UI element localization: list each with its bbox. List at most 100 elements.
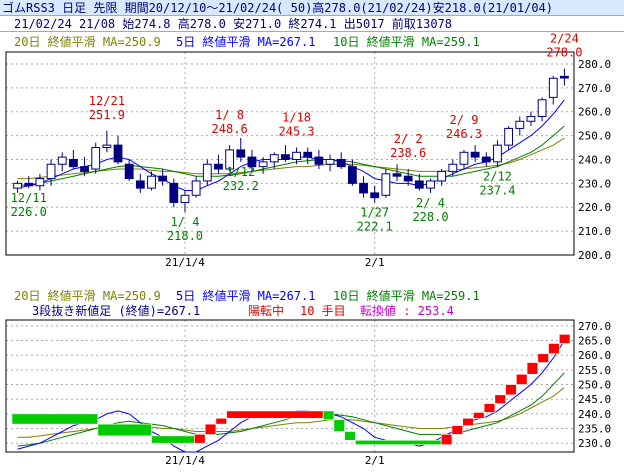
ma5-line bbox=[17, 99, 565, 191]
tlb-brick bbox=[537, 353, 549, 363]
tlb-reversal: 転換値 : 253.4 bbox=[360, 303, 454, 318]
top-x-axis: 21/1/4 2/1 bbox=[165, 256, 385, 269]
top-y-tick: 260.0 bbox=[578, 106, 611, 119]
candle-body bbox=[225, 149, 235, 170]
candle-body bbox=[515, 120, 525, 129]
tlb-brick bbox=[516, 373, 528, 385]
tlb-brick bbox=[226, 410, 324, 419]
top-y-tick: 270.0 bbox=[578, 82, 611, 95]
candle-body bbox=[470, 151, 480, 158]
bottom-frame bbox=[5, 319, 575, 453]
candle-body bbox=[504, 127, 514, 146]
annotation-date: 1/ 8 bbox=[215, 108, 244, 122]
annotation-date: 1/12 bbox=[226, 165, 255, 179]
tlb-brick bbox=[194, 434, 206, 444]
tlb-brick bbox=[483, 403, 496, 413]
annotation-date: 2/24 bbox=[550, 32, 579, 46]
tlb-brick bbox=[204, 423, 217, 435]
candle-body bbox=[392, 173, 402, 177]
candle-body bbox=[560, 75, 569, 79]
top-legend: 20日 終値平滑 MA=250.9 5日 終値平滑 MA=267.1 10日 終… bbox=[14, 34, 480, 49]
candle-body bbox=[403, 175, 413, 182]
candle-body bbox=[68, 158, 78, 168]
annotation-value: 246.3 bbox=[446, 127, 482, 141]
candle-body bbox=[269, 154, 279, 163]
tlb-brick bbox=[548, 343, 560, 355]
tlb-brick bbox=[558, 334, 571, 344]
candle-body bbox=[91, 147, 101, 170]
bottom-legend-ma5: 5日 終値平滑 MA=267.1 bbox=[176, 288, 315, 303]
candle-body bbox=[147, 175, 156, 189]
tlb-brick bbox=[462, 417, 474, 426]
candle-body bbox=[437, 170, 447, 182]
tlb-brick bbox=[526, 362, 539, 375]
top-frame bbox=[5, 51, 575, 256]
annotation-value: 238.6 bbox=[390, 146, 426, 160]
bottom-y-tick: 270.0 bbox=[578, 320, 611, 333]
bottom-legend: 20日 終値平滑 MA=250.9 5日 終値平滑 MA=267.1 10日 終… bbox=[14, 288, 480, 303]
annotation-date: 12/21 bbox=[89, 94, 125, 108]
annotation-value: 278.0 bbox=[546, 46, 582, 60]
tlb-title: 3段抜き新値足 (終値)=267.1 bbox=[32, 303, 200, 318]
annotation-date: 2/ 2 bbox=[394, 132, 423, 146]
bottom-y-tick: 265.0 bbox=[578, 335, 611, 348]
candle-body bbox=[135, 180, 145, 189]
header-period-line: ゴムRSS3 日足 先限 期間20/12/10～21/02/24( 50)高27… bbox=[0, 0, 624, 16]
candle-body bbox=[426, 180, 435, 189]
bottom-y-tick: 240.0 bbox=[578, 408, 611, 421]
candle-body bbox=[202, 163, 212, 182]
candle-body bbox=[336, 158, 346, 168]
top-legend-ma10: 10日 終値平滑 MA=259.1 bbox=[333, 34, 480, 49]
top-x-tick: 2/1 bbox=[365, 256, 385, 269]
candle-body bbox=[180, 194, 190, 203]
tlb-brick bbox=[11, 413, 99, 425]
annotation-date: 2/ 4 bbox=[416, 196, 445, 210]
tlb-brick bbox=[473, 412, 485, 419]
tlb-brick bbox=[451, 425, 463, 435]
tlb-brick bbox=[97, 423, 152, 437]
candle-body bbox=[258, 161, 268, 168]
bottom-legend-ma20: 20日 終値平滑 MA=250.9 bbox=[14, 288, 161, 303]
tlb-brick bbox=[215, 417, 227, 425]
candle-body bbox=[347, 166, 357, 184]
candle-body bbox=[537, 99, 547, 117]
annotation-date: 12/11 bbox=[11, 191, 47, 205]
tlb-count: 10 手目 bbox=[300, 304, 346, 318]
candle-body bbox=[381, 173, 391, 196]
candle-body bbox=[46, 163, 56, 180]
top-y-axis: 200.0 210.0 220.0 230.0 240.0 250.0 260.0 270.0… bbox=[578, 58, 611, 262]
top-x-tick: 21/1/4 bbox=[165, 256, 205, 269]
header-ohlc-line: 21/02/24 21/08 始274.8 高278.0 安271.0 終274… bbox=[0, 16, 624, 32]
candle-body bbox=[303, 151, 313, 158]
tlb-status: 陽転中 bbox=[248, 303, 284, 318]
annotation-value: 232.2 bbox=[223, 179, 259, 193]
ma10-line bbox=[17, 125, 565, 187]
top-legend-ma20: 20日 終値平滑 MA=250.9 bbox=[14, 34, 161, 49]
three-line-break-panel bbox=[5, 319, 575, 453]
candle-body bbox=[370, 192, 380, 199]
candle-body bbox=[247, 156, 257, 168]
candle-body bbox=[281, 154, 290, 160]
tlb-brick bbox=[505, 384, 517, 396]
candle-body bbox=[292, 151, 301, 160]
bottom-legend-ma10: 10日 終値平滑 MA=259.1 bbox=[333, 288, 480, 303]
top-y-tick: 250.0 bbox=[578, 130, 611, 143]
annotation-value: 248.6 bbox=[212, 122, 248, 136]
candle-body bbox=[236, 149, 246, 158]
top-y-tick: 230.0 bbox=[578, 177, 611, 190]
candle-body bbox=[113, 144, 123, 163]
candle-body bbox=[548, 77, 558, 98]
candle-body bbox=[414, 180, 424, 189]
top-legend-ma5: 5日 終値平滑 MA=267.1 bbox=[176, 34, 315, 49]
top-y-tick: 220.0 bbox=[578, 201, 611, 214]
bottom-x-axis: 21/1/4 2/1 bbox=[165, 454, 385, 467]
candle-body bbox=[214, 163, 223, 170]
annotation-value: 245.3 bbox=[279, 125, 315, 139]
bottom-x-tick: 21/1/4 bbox=[165, 454, 205, 467]
candle-body bbox=[13, 182, 22, 189]
bottom-y-tick: 235.0 bbox=[578, 423, 611, 436]
annotation-value: 228.0 bbox=[412, 210, 448, 224]
candle-body bbox=[102, 144, 112, 149]
